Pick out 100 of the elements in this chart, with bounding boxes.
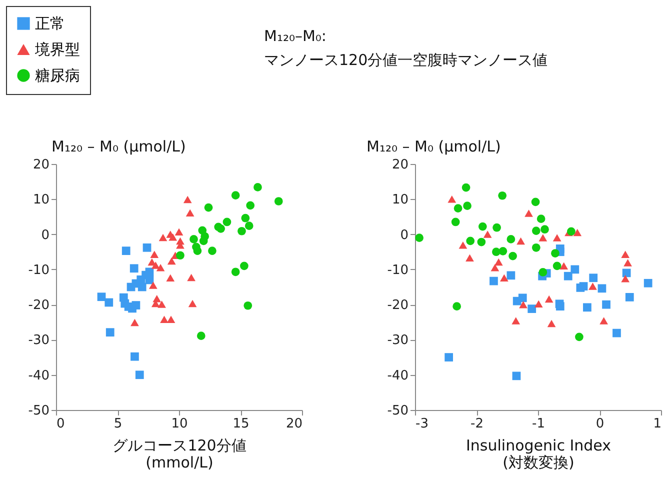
y-tick-label: 20: [32, 158, 50, 172]
point: [598, 284, 606, 293]
y-tick-label: -40: [28, 368, 50, 384]
point: [547, 320, 556, 328]
y-tick-label: 10: [392, 192, 408, 208]
point: [494, 258, 503, 266]
point: [142, 243, 152, 252]
point: [512, 317, 520, 324]
point: [498, 246, 508, 256]
point: [135, 370, 144, 380]
point: [148, 282, 158, 289]
point: [621, 274, 630, 282]
y-tick-label: -10: [28, 262, 50, 278]
point: [244, 301, 252, 310]
point: [466, 236, 475, 246]
point: [498, 191, 507, 200]
y-tick-label: 20: [392, 158, 408, 172]
point: [506, 235, 516, 244]
point: [190, 235, 198, 244]
point: [130, 352, 139, 361]
point: [231, 191, 240, 200]
point: [556, 302, 564, 311]
x-tick-label: 20: [286, 416, 302, 432]
point: [538, 234, 548, 242]
point: [483, 230, 492, 238]
point: [463, 202, 472, 210]
point: [126, 282, 136, 292]
point: [166, 274, 175, 282]
point: [106, 328, 114, 337]
point: [573, 228, 582, 236]
point: [444, 353, 454, 362]
point: [536, 214, 546, 223]
legend-label: 糖尿病: [35, 66, 80, 84]
point: [492, 248, 500, 256]
point: [208, 246, 216, 255]
x-tick-label: 10: [171, 416, 188, 432]
point: [199, 236, 208, 246]
point: [518, 294, 527, 302]
legend-label: 正常: [35, 14, 65, 32]
point: [540, 225, 549, 234]
point: [524, 210, 533, 217]
point: [624, 259, 632, 266]
point: [528, 304, 536, 313]
point: [130, 264, 138, 273]
point: [122, 246, 130, 255]
point: [150, 250, 159, 258]
point: [531, 198, 540, 206]
point: [612, 328, 621, 338]
point: [231, 268, 240, 276]
point: [600, 317, 608, 324]
point: [583, 303, 592, 312]
x-tick-label: -2: [470, 416, 484, 432]
point: [534, 300, 543, 308]
y-tick-label: -50: [28, 404, 50, 418]
y-tick-label: 0: [41, 228, 50, 243]
y-tick-label: 0: [400, 228, 408, 243]
point: [466, 254, 474, 262]
point: [625, 293, 634, 302]
x-tick-label: 0: [596, 416, 604, 432]
point: [254, 183, 262, 192]
y-tick-label: 10: [32, 192, 50, 208]
point: [552, 234, 562, 242]
point: [462, 183, 470, 192]
point: [222, 218, 232, 226]
point: [174, 228, 184, 236]
point: [451, 218, 460, 226]
point: [130, 318, 139, 326]
y-axis-title: M₁₂₀ – M₀ (μmol/L): [366, 138, 501, 156]
point: [560, 262, 568, 270]
y-tick-label: -30: [387, 333, 408, 348]
point: [579, 282, 588, 290]
x-tick-label: 15: [232, 416, 250, 432]
point: [240, 262, 248, 270]
y-tick-label: -50: [387, 404, 408, 418]
point: [452, 302, 462, 311]
point: [500, 274, 508, 282]
x-tick-label: 0: [56, 416, 65, 432]
legend-label: 境界型: [34, 40, 80, 58]
point: [448, 196, 456, 203]
point: [492, 223, 501, 232]
point: [193, 246, 202, 255]
point: [532, 226, 540, 235]
point: [567, 227, 576, 236]
point: [544, 295, 554, 303]
y-tick-label: -20: [387, 298, 408, 314]
point: [241, 214, 250, 222]
point: [158, 234, 168, 242]
point: [166, 316, 176, 323]
y-tick-label: -40: [387, 368, 408, 384]
x-tick-label: -3: [416, 416, 428, 432]
point: [478, 222, 487, 231]
point: [187, 274, 196, 282]
point: [477, 238, 486, 246]
point: [454, 204, 462, 212]
point: [186, 209, 194, 216]
point: [183, 196, 192, 204]
point: [588, 282, 597, 290]
point: [167, 257, 176, 265]
point: [508, 252, 517, 260]
point: [621, 250, 630, 258]
